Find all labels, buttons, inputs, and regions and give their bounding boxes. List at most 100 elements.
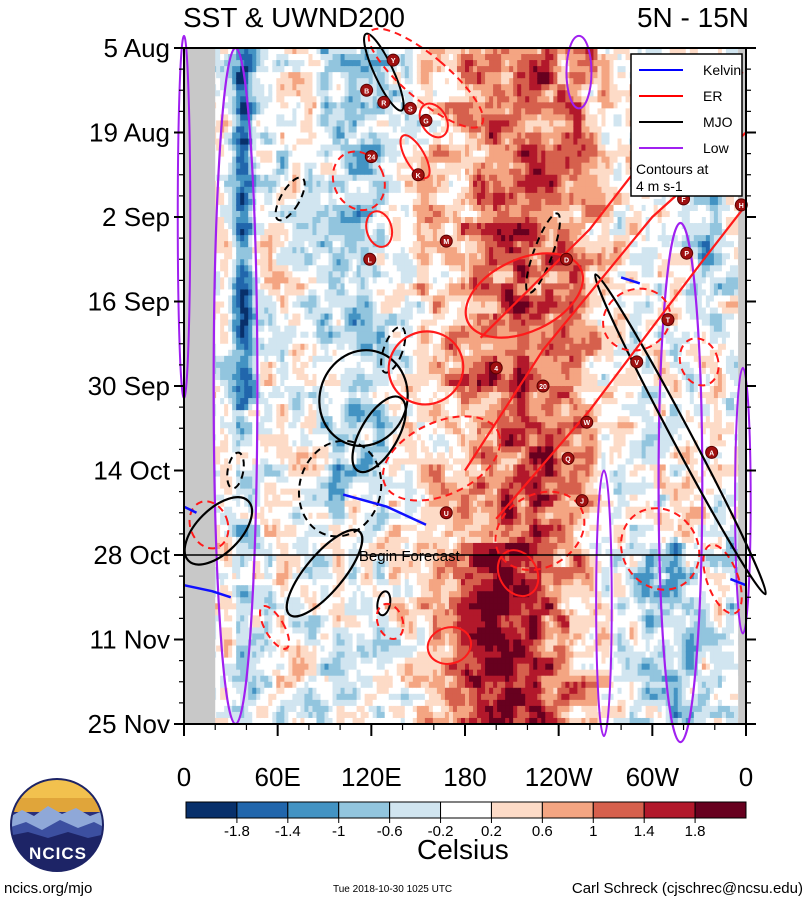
sst-cell [272,259,277,266]
sst-cell [308,651,314,659]
sst-cell [228,416,233,423]
sst-cell [228,645,233,653]
sst-cell [332,615,338,622]
sst-cell [340,663,346,671]
sst-cell [260,325,265,333]
sst-cell [300,271,306,278]
sst-cell [308,536,314,544]
sst-cell [312,615,318,622]
sst-cell [316,693,322,701]
sst-cell [348,404,354,411]
sst-cell [276,633,281,641]
sst-cell [304,657,310,665]
sst-cell [292,156,297,164]
sst-cell [340,494,346,502]
sst-cell [276,597,281,604]
sst-cell [328,295,334,303]
sst-cell [356,500,362,508]
sst-cell [348,488,354,496]
sst-cell [256,367,261,375]
sst-cell [344,217,350,224]
sst-cell [320,301,326,309]
sst-cell [312,500,318,508]
sst-cell [300,518,306,526]
sst-cell [312,54,318,61]
sst-cell [296,597,302,604]
sst-cell [232,506,237,514]
sst-cell [280,494,285,502]
sst-cell [256,186,261,194]
sst-cell [356,585,362,592]
sst-cell [348,48,354,55]
sst-cell [256,633,261,641]
sst-cell [320,192,326,200]
sst-cell [276,651,281,659]
sst-cell [288,711,293,719]
sst-cell [264,458,269,466]
sst-cell [344,482,350,490]
sst-cell [216,138,221,146]
sst-cell [288,530,293,538]
sst-cell [284,168,289,176]
sst-cell [248,398,253,405]
sst-cell [352,717,358,725]
sst-cell [284,488,289,496]
sst-cell [352,48,358,55]
sst-cell [236,470,241,478]
sst-cell [248,657,253,665]
sst-cell [340,78,346,85]
sst-cell [356,422,362,429]
sst-cell [308,524,314,532]
sst-cell [284,699,289,707]
sst-cell [236,307,241,315]
sst-cell [244,204,249,212]
sst-cell [292,410,297,417]
sst-cell [360,66,366,73]
sst-cell [280,627,285,635]
sst-cell [248,476,253,484]
sst-cell [360,96,366,103]
sst-cell [224,410,229,417]
sst-cell [252,90,257,97]
sst-cell [344,84,350,91]
sst-cell [244,603,249,610]
sst-cell [344,301,350,309]
sst-cell [316,458,322,466]
sst-cell [240,404,245,411]
sst-cell [352,458,358,466]
sst-cell [264,567,269,574]
sst-cell [300,223,306,230]
sst-cell [344,349,350,357]
sst-cell [292,192,297,200]
sst-cell [332,192,338,200]
sst-cell [284,476,289,484]
sst-cell [264,138,269,146]
sst-cell [340,446,346,453]
sst-cell [308,307,314,315]
sst-cell [268,464,273,472]
sst-cell [360,265,366,272]
sst-cell [340,283,346,291]
sst-cell [348,162,354,170]
sst-cell [264,349,269,357]
sst-cell [352,277,358,284]
sst-cell [272,446,277,453]
sst-cell [272,247,277,254]
sst-cell [312,705,318,713]
sst-cell [300,386,306,393]
sst-cell [336,319,342,327]
sst-cell [324,717,330,725]
sst-cell [224,204,229,212]
sst-cell [268,295,273,303]
sst-cell [336,615,342,622]
sst-cell [244,651,249,659]
sst-cell [312,482,318,490]
sst-cell [244,494,249,502]
sst-cell [320,651,326,659]
sst-cell [276,337,281,345]
sst-cell [224,428,229,435]
sst-cell [236,373,241,381]
sst-cell [284,319,289,327]
sst-cell [300,307,306,315]
sst-cell [312,633,318,641]
